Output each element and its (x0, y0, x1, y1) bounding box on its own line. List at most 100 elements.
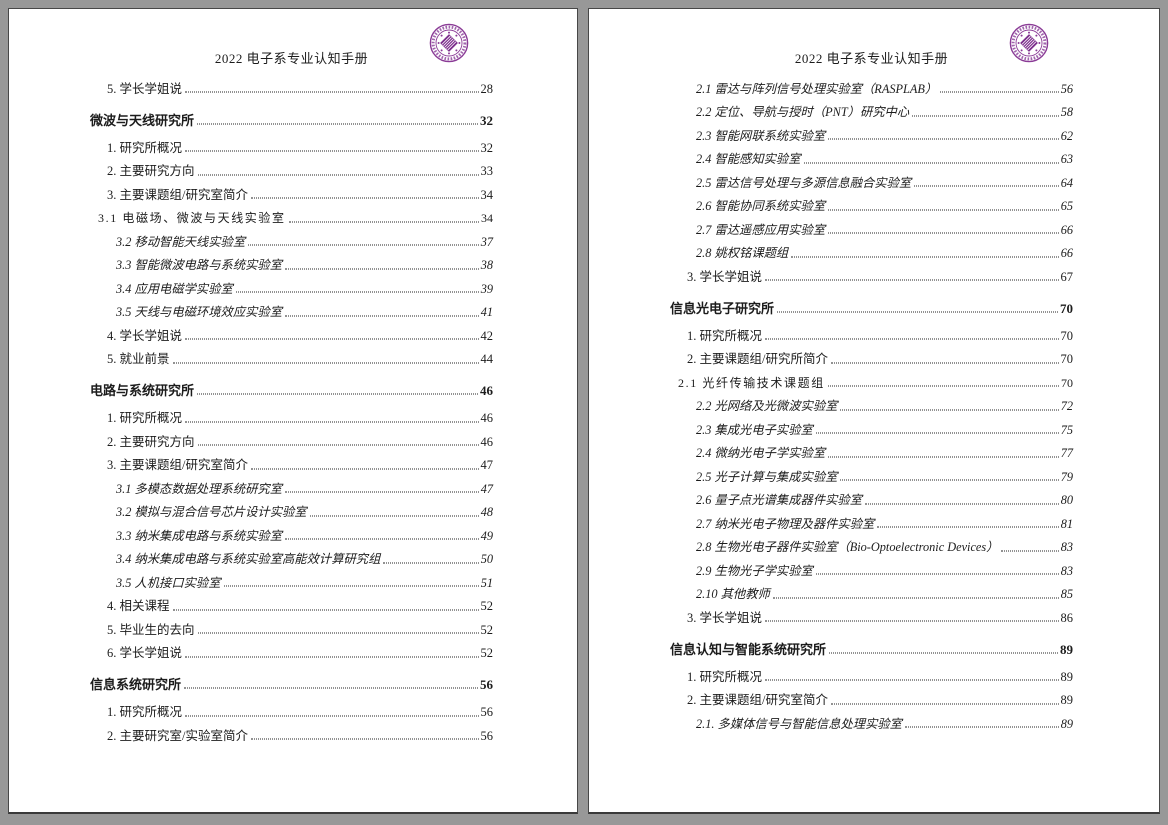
toc-entry[interactable]: 2.1. 多媒体信号与智能信息处理实验室 89 (670, 712, 1073, 736)
toc-entry[interactable]: 3. 主要课题组/研究室简介 34 (90, 183, 493, 207)
toc-entry[interactable]: 3.5 人机接口实验室 51 (90, 571, 493, 595)
toc-entry[interactable]: 2.8 姚权铭课题组 66 (670, 242, 1073, 266)
toc-entry-label: 2.4 智能感知实验室 (696, 152, 801, 167)
toc-entry[interactable]: 6. 学长学姐说 52 (90, 642, 493, 666)
toc-entry[interactable]: 5. 学长学姐说 28 (90, 77, 493, 101)
toc-entry[interactable]: 3.1 电磁场、微波与天线实验室 34 (90, 207, 493, 231)
toc-entry-label: 2.10 其他教师 (696, 587, 770, 602)
toc-entry-label: 3.5 人机接口实验室 (116, 575, 221, 590)
toc-entry[interactable]: 2. 主要课题组/研究所简介 70 (670, 348, 1073, 372)
toc-entry[interactable]: 3.3 纳米集成电路与系统实验室 49 (90, 524, 493, 548)
toc-entry-label: 信息光电子研究所 (670, 300, 775, 316)
toc-entry[interactable]: 微波与天线研究所 32 (90, 109, 493, 133)
dot-leader (172, 362, 479, 364)
toc-entry-page-number: 77 (1060, 446, 1073, 461)
toc-entry-page-number: 70 (1060, 328, 1074, 343)
toc-entry[interactable]: 电路与系统研究所 46 (90, 379, 493, 403)
toc-entry[interactable]: 2.7 雷达遥感应用实验室 66 (670, 218, 1073, 242)
toc-entry-page-number: 70 (1061, 375, 1073, 390)
toc-entry[interactable]: 2.10 其他教师 85 (670, 583, 1073, 607)
toc-entry[interactable]: 3.2 移动智能天线实验室 37 (90, 230, 493, 254)
toc-entry-page-number: 86 (1060, 610, 1074, 625)
toc-entry[interactable]: 2.1 光纤传输技术课题组 70 (670, 371, 1073, 395)
toc-entry-page-number: 52 (480, 622, 494, 637)
dot-leader (830, 703, 1059, 705)
page-right: 2022 电子系专业认知手册 2.1 雷达与阵列信号处理实验室（RASPLAB）… (588, 8, 1160, 814)
toc-entry[interactable]: 3.1 多模态数据处理系统研究室 47 (90, 477, 493, 501)
toc-entry[interactable]: 3. 主要课题组/研究室简介 47 (90, 454, 493, 478)
dot-leader (288, 221, 479, 223)
toc-entry-label: 2.8 姚权铭课题组 (696, 246, 789, 261)
toc-entry[interactable]: 2.5 雷达信号处理与多源信息融合实验室 64 (670, 171, 1073, 195)
toc-entry[interactable]: 信息光电子研究所 70 (670, 297, 1073, 321)
toc-entry[interactable]: 2.3 智能网联系统实验室 62 (670, 124, 1073, 148)
toc-entry[interactable]: 3.2 模拟与混合信号芯片设计实验室 48 (90, 501, 493, 525)
toc-entry[interactable]: 2.7 纳米光电子物理及器件实验室 81 (670, 512, 1073, 536)
toc-entry-page-number: 67 (1060, 269, 1074, 284)
toc-entry-label: 2.1 雷达与阵列信号处理实验室（RASPLAB） (696, 81, 938, 96)
toc-entry[interactable]: 2.4 微纳光电子学实验室 77 (670, 442, 1073, 466)
toc-entry[interactable]: 2.6 智能协同系统实验室 65 (670, 195, 1073, 219)
toc-entry-page-number: 51 (480, 575, 493, 590)
toc-entry[interactable]: 1. 研究所概况 32 (90, 136, 493, 160)
toc-entry-page-number: 46 (480, 383, 493, 399)
toc-entry[interactable]: 1. 研究所概况 56 (90, 701, 493, 725)
toc-entry[interactable]: 2.2 定位、导航与授时（PNT）研究中心 58 (670, 101, 1073, 125)
toc-entry[interactable]: 2.8 生物光电子器件实验室（Bio-Optoelectronic Device… (670, 536, 1073, 560)
toc-entry-page-number: 32 (480, 112, 493, 128)
toc-entry[interactable]: 2. 主要课题组/研究室简介 89 (670, 689, 1073, 713)
toc-entry-page-number: 37 (480, 234, 493, 249)
toc-entry-label: 2.6 智能协同系统实验室 (696, 199, 826, 214)
toc-entry[interactable]: 1. 研究所概况 89 (670, 665, 1073, 689)
toc-entry-label: 1. 研究所概况 (107, 140, 183, 155)
toc-entry[interactable]: 5. 毕业生的去向 52 (90, 618, 493, 642)
toc-entry-label: 2.8 生物光电子器件实验室（Bio-Optoelectronic Device… (696, 540, 999, 555)
dot-leader (383, 562, 479, 564)
dot-leader (250, 738, 479, 740)
toc-entry[interactable]: 3. 学长学姐说 67 (670, 265, 1073, 289)
toc-entry[interactable]: 2. 主要研究方向 46 (90, 430, 493, 454)
toc-entry[interactable]: 4. 学长学姐说 42 (90, 324, 493, 348)
toc-entry-page-number: 65 (1060, 199, 1073, 214)
toc-entry-page-number: 63 (1060, 152, 1073, 167)
toc-entry-page-number: 32 (480, 140, 494, 155)
toc-entry-page-number: 44 (480, 352, 494, 366)
toc-entry[interactable]: 2. 主要研究方向 33 (90, 160, 493, 184)
toc-entry-page-number: 80 (1060, 493, 1073, 508)
toc-entry[interactable]: 2.4 智能感知实验室 63 (670, 148, 1073, 172)
toc-entry[interactable]: 3.5 天线与电磁环境效应实验室 41 (90, 301, 493, 325)
dot-leader (765, 338, 1059, 340)
dot-leader (1001, 550, 1059, 552)
toc-entry-label: 电路与系统研究所 (90, 383, 195, 399)
toc-entry[interactable]: 2.9 生物光子学实验室 83 (670, 559, 1073, 583)
dot-leader (197, 123, 478, 125)
toc-entry-page-number: 83 (1060, 540, 1073, 555)
toc-entry[interactable]: 信息认知与智能系统研究所 89 (670, 638, 1073, 662)
toc-entry[interactable]: 3.4 应用电磁学实验室 39 (90, 277, 493, 301)
toc-entry-label: 2.2 定位、导航与授时（PNT）研究中心 (696, 105, 910, 120)
toc-entry[interactable]: 2.5 光子计算与集成实验室 79 (670, 465, 1073, 489)
toc-entry[interactable]: 信息系统研究所 56 (90, 673, 493, 697)
toc-entry[interactable]: 1. 研究所概况 46 (90, 407, 493, 431)
dot-leader (285, 268, 479, 270)
toc-entry[interactable]: 2.6 量子点光谱集成器件实验室 80 (670, 489, 1073, 513)
toc-entry[interactable]: 2. 主要研究室/实验室简介 56 (90, 724, 493, 748)
toc-entry-label: 3.1 电磁场、微波与天线实验室 (98, 211, 286, 226)
toc-entry-page-number: 47 (480, 458, 494, 472)
page-header-title: 2022 电子系专业认知手册 (794, 51, 949, 66)
toc-entry[interactable]: 3.3 智能微波电路与系统实验室 38 (90, 254, 493, 278)
toc-entry[interactable]: 2.3 集成光电子实验室 75 (670, 418, 1073, 442)
toc-entry[interactable]: 2.1 雷达与阵列信号处理实验室（RASPLAB） 56 (670, 77, 1073, 101)
dot-leader (197, 444, 479, 446)
dot-leader (185, 421, 479, 423)
toc-entry-page-number: 28 (480, 81, 494, 96)
toc-entry[interactable]: 5. 就业前景 44 (90, 348, 493, 372)
seal-star-dots (1017, 31, 1041, 55)
toc-entry[interactable]: 3.4 纳米集成电路与系统实验室高能效计算研究组 50 (90, 548, 493, 572)
toc-entry-page-number: 56 (480, 728, 494, 743)
toc-entry[interactable]: 4. 相关课程 52 (90, 595, 493, 619)
toc-entry[interactable]: 2.2 光网络及光微波实验室 72 (670, 395, 1073, 419)
toc-entry[interactable]: 3. 学长学姐说 86 (670, 606, 1073, 630)
toc-entry[interactable]: 1. 研究所概况 70 (670, 324, 1073, 348)
